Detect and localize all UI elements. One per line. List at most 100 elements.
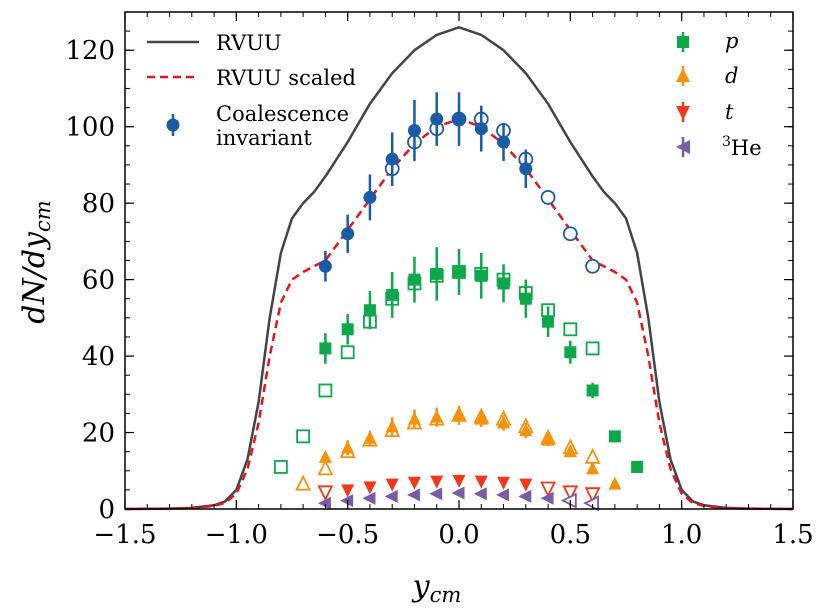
svg-text:ycm: ycm bbox=[411, 569, 462, 607]
point-open-t bbox=[584, 487, 601, 504]
point-open-coalescence-invariant bbox=[562, 226, 578, 242]
point-t bbox=[430, 475, 444, 489]
point-d bbox=[452, 407, 466, 421]
point-p bbox=[430, 267, 443, 280]
x-tick-label: 1.5 bbox=[772, 520, 813, 550]
point-p bbox=[497, 277, 510, 290]
point-coalescence-invariant bbox=[385, 152, 399, 166]
point-d bbox=[430, 409, 444, 423]
point-p bbox=[608, 430, 621, 443]
x-tick-label: −1.5 bbox=[93, 520, 156, 550]
legend-label-t: t bbox=[725, 100, 734, 124]
point-open-3he bbox=[583, 495, 599, 512]
y-tick-label: 40 bbox=[82, 342, 115, 372]
point-p bbox=[453, 265, 465, 278]
point-d bbox=[541, 432, 555, 446]
point-open-p bbox=[340, 345, 355, 360]
point-3he bbox=[496, 488, 510, 502]
point-open-p bbox=[563, 322, 578, 337]
point-coalescence-invariant bbox=[318, 259, 332, 273]
point-open-p bbox=[318, 383, 333, 398]
point-open-p bbox=[585, 341, 600, 356]
legend-label-coalescence: Coalescence bbox=[216, 102, 349, 126]
point-open-t bbox=[562, 485, 579, 502]
point-t bbox=[341, 484, 355, 498]
point-open-coalescence-invariant bbox=[585, 258, 600, 274]
point-d bbox=[385, 419, 399, 433]
point-coalescence-invariant bbox=[519, 162, 533, 176]
point-t bbox=[407, 476, 421, 490]
y-tick-label: 20 bbox=[82, 419, 115, 449]
y-axis-label: dN/dycm bbox=[17, 200, 55, 323]
point-coalescence-invariant bbox=[430, 112, 444, 126]
x-tick-label: 0.5 bbox=[550, 520, 591, 550]
point-d bbox=[341, 440, 355, 454]
point-p bbox=[319, 342, 332, 355]
points-layer bbox=[273, 92, 644, 512]
point-open-d bbox=[295, 474, 312, 491]
point-p bbox=[363, 304, 376, 317]
point-3he bbox=[384, 489, 398, 503]
x-axis-label: ycm bbox=[411, 569, 462, 607]
point-coalescence-invariant bbox=[452, 112, 466, 126]
legend-swatch-p-marker bbox=[677, 36, 689, 48]
point-p bbox=[564, 346, 577, 359]
point-open-p bbox=[273, 460, 288, 474]
point-d bbox=[608, 476, 622, 490]
x-tick-label: 1.0 bbox=[661, 520, 702, 550]
point-p bbox=[631, 460, 644, 473]
x-tick-label: 0.0 bbox=[438, 520, 479, 550]
point-3he bbox=[429, 487, 443, 501]
legend-swatch-d-marker bbox=[676, 68, 690, 82]
point-t bbox=[519, 478, 533, 492]
point-d bbox=[318, 449, 332, 463]
point-t bbox=[497, 476, 511, 490]
point-3he bbox=[362, 491, 376, 505]
point-d bbox=[497, 415, 511, 429]
point-coalescence-invariant bbox=[497, 135, 511, 149]
legend-swatch-he3-marker bbox=[676, 140, 690, 154]
legend-label-rvuu: RVUU bbox=[216, 31, 282, 55]
svg-text:dN/dycm: dN/dycm bbox=[17, 200, 55, 323]
point-coalescence-invariant bbox=[341, 227, 355, 241]
legend-label-invariant: invariant bbox=[216, 126, 312, 150]
legend-right: p d t 3He bbox=[676, 29, 762, 160]
point-d bbox=[586, 461, 600, 475]
point-d bbox=[363, 430, 377, 444]
point-p bbox=[475, 269, 488, 282]
legend-left: RVUU RVUU scaled Coalescence invariant bbox=[147, 31, 356, 150]
x-tick-label: −1.0 bbox=[205, 520, 268, 550]
point-p bbox=[341, 323, 354, 336]
legend-label-d: d bbox=[725, 64, 738, 88]
y-tick-label: 100 bbox=[65, 113, 115, 143]
point-open-p bbox=[296, 429, 311, 444]
point-3he bbox=[340, 494, 354, 508]
point-d bbox=[474, 411, 488, 425]
point-t bbox=[452, 474, 466, 488]
point-p bbox=[408, 273, 421, 286]
point-p bbox=[542, 315, 555, 328]
point-p bbox=[586, 384, 599, 397]
point-3he bbox=[540, 491, 554, 505]
y-tick-label: 80 bbox=[82, 189, 115, 219]
point-open-t bbox=[317, 485, 334, 502]
point-3he bbox=[317, 496, 331, 510]
point-open-3he bbox=[560, 492, 577, 509]
y-tick-label: 120 bbox=[65, 36, 115, 66]
point-t bbox=[385, 478, 399, 492]
point-coalescence-invariant bbox=[363, 190, 377, 204]
point-open-t bbox=[540, 481, 557, 498]
point-open-coalescence-invariant bbox=[540, 190, 556, 205]
point-open-d bbox=[317, 459, 334, 476]
legend-label-rvuu-scaled: RVUU scaled bbox=[216, 66, 356, 90]
legend-label-he3: 3He bbox=[722, 134, 762, 160]
point-coalescence-invariant bbox=[407, 124, 421, 138]
point-3he bbox=[406, 488, 420, 502]
point-3he bbox=[451, 486, 465, 500]
x-tick-label: −0.5 bbox=[316, 520, 379, 550]
point-p bbox=[386, 288, 399, 301]
point-d bbox=[519, 423, 533, 437]
point-t bbox=[363, 481, 377, 495]
point-3he bbox=[518, 489, 532, 503]
